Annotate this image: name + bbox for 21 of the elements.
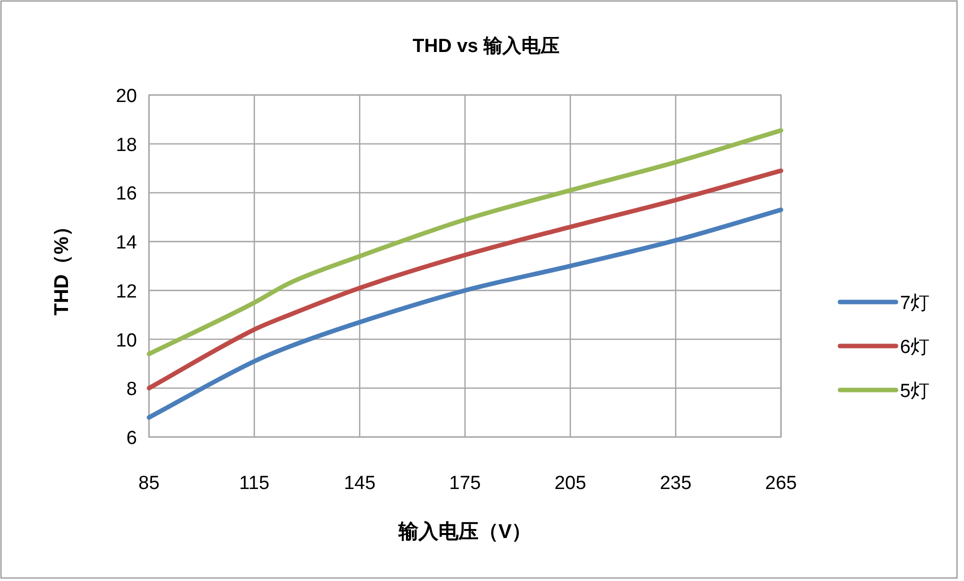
chart-title: THD vs 输入电压: [412, 35, 560, 57]
legend-label: 6灯: [900, 337, 930, 358]
legend-label: 5灯: [900, 381, 930, 402]
x-axis-title: 输入电压（V）: [397, 520, 532, 543]
legend-label: 7灯: [900, 293, 930, 314]
x-tick-label: 205: [554, 473, 586, 494]
y-tick-label: 8: [126, 379, 137, 400]
x-tick-label: 115: [239, 473, 270, 494]
x-tick-label: 85: [138, 473, 160, 494]
x-tick-label: 145: [344, 473, 376, 494]
x-tick-label: 175: [449, 473, 481, 494]
y-tick-label: 18: [116, 134, 137, 156]
y-tick-label: 10: [116, 330, 137, 352]
y-tick-label: 16: [116, 184, 137, 205]
y-tick-label: 20: [116, 86, 137, 107]
y-tick-label: 14: [116, 232, 138, 254]
x-tick-label: 265: [765, 473, 797, 494]
y-tick-label: 6: [126, 428, 137, 449]
y-axis-title: THD（%）: [51, 216, 73, 316]
x-tick-label: 235: [660, 473, 692, 494]
y-tick-label: 12: [116, 281, 137, 302]
